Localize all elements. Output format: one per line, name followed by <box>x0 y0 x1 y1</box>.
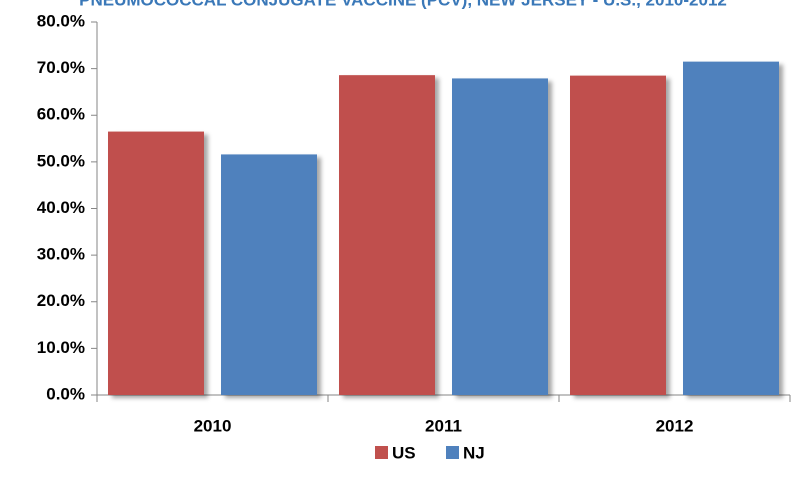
y-tick-label: 10.0% <box>37 338 85 357</box>
legend-label: US <box>392 443 416 462</box>
bar <box>452 78 548 395</box>
legend-label: NJ <box>463 443 485 462</box>
legend-swatch <box>446 446 459 459</box>
x-tick-label: 2011 <box>425 416 462 435</box>
bar <box>339 75 435 395</box>
y-tick-label: 0.0% <box>46 384 85 403</box>
y-tick-label: 40.0% <box>37 198 85 217</box>
bar <box>108 131 204 395</box>
y-tick-label: 80.0% <box>37 11 85 30</box>
y-tick-label: 60.0% <box>37 105 85 124</box>
bar <box>570 75 666 396</box>
bar <box>221 154 317 395</box>
y-tick-label: 70.0% <box>37 58 85 77</box>
chart-title: PNEUMOCOCCAL CONJUGATE VACCINE (PCV), NE… <box>79 0 727 9</box>
y-tick-label: 30.0% <box>37 245 85 264</box>
x-tick-label: 2012 <box>656 416 694 435</box>
y-tick-label: 50.0% <box>37 151 85 170</box>
y-tick-label: 20.0% <box>37 291 85 310</box>
bar <box>683 61 779 395</box>
x-tick-label: 2010 <box>194 416 232 435</box>
legend-swatch <box>375 446 388 459</box>
